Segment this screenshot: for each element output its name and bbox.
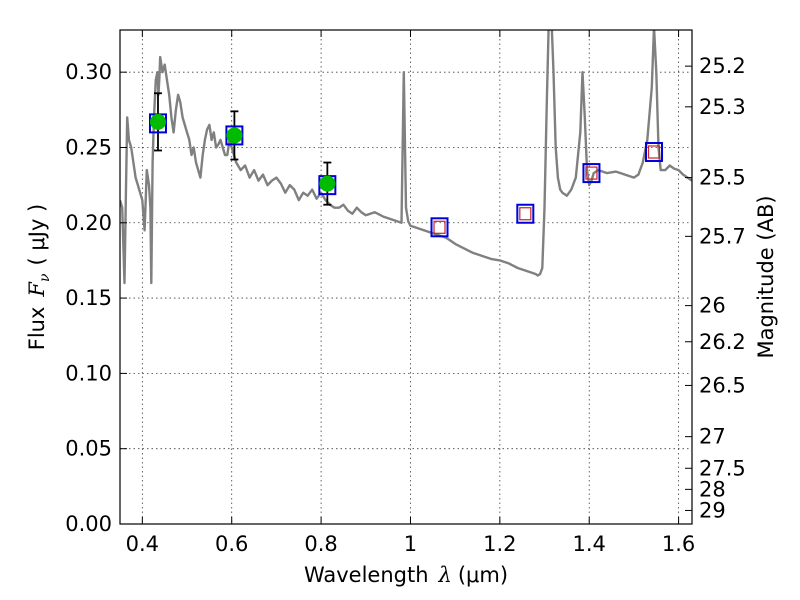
- y-tick-label: 0.30: [65, 60, 112, 84]
- y2-axis-title: Magnitude (AB): [754, 195, 778, 358]
- y-axis-title: FluxFν( μJy ): [25, 204, 53, 350]
- y2-tick-label: 25.5: [699, 166, 746, 190]
- x-tick-label: 1: [404, 532, 417, 556]
- y2-tick-label: 25.2: [699, 54, 746, 78]
- y2-tick-label: 26: [699, 294, 726, 318]
- observed-flux-box: [647, 145, 661, 159]
- observed-flux-box: [585, 166, 598, 180]
- y-tick-label: 0.25: [65, 135, 112, 159]
- data-point: [149, 113, 166, 130]
- data-points: [149, 113, 336, 192]
- observed-boxes: [433, 145, 661, 234]
- y-tick-label: 0.15: [65, 286, 112, 310]
- x-tick-label: 0.4: [126, 532, 159, 556]
- y2-tick-label: 29: [699, 498, 726, 522]
- observed-flux-box: [433, 220, 446, 234]
- y2-tick-label: 26.5: [699, 373, 746, 397]
- y2-tick-label: 27: [699, 425, 726, 449]
- sed-model-line: [120, 30, 692, 285]
- x-axis: 0.4 0.6 0.8 1 1.2 1.4 1.6: [126, 30, 695, 556]
- y-axis: 0.00 0.05 0.10 0.15 0.20 0.25 0.30: [65, 60, 127, 536]
- y2-tick-label: 27.5: [699, 456, 746, 480]
- plot-area: [120, 30, 692, 285]
- errorbars: [153, 92, 332, 206]
- x-tick-label: 1.4: [573, 532, 606, 556]
- x-tick-label: 1.2: [483, 532, 516, 556]
- observed-flux-box: [519, 207, 532, 221]
- model-flux-box: [430, 217, 449, 238]
- y2-tick-label: 25.3: [699, 95, 746, 119]
- x-tick-label: 0.8: [304, 532, 337, 556]
- data-point: [319, 175, 336, 192]
- data-point: [226, 127, 243, 144]
- model-flux-box: [582, 163, 601, 184]
- y-tick-label: 0.10: [65, 361, 112, 385]
- plot-frame: [119, 29, 693, 525]
- model-flux-box: [645, 141, 664, 162]
- y2-tick-label: 25.7: [699, 224, 746, 248]
- y-tick-label: 0.20: [65, 211, 112, 235]
- x-axis-title: Wavelength λ (μm): [304, 563, 508, 587]
- y-tick-label: 0.00: [65, 512, 112, 536]
- y2-tick-label: 26.2: [699, 330, 746, 354]
- x-tick-label: 0.6: [215, 532, 248, 556]
- x-tick-label: 1.6: [662, 532, 695, 556]
- y-tick-label: 0.05: [65, 437, 112, 461]
- model-boxes: [148, 113, 664, 238]
- y2-tick-label: 28: [699, 477, 726, 501]
- model-flux-box: [516, 203, 535, 224]
